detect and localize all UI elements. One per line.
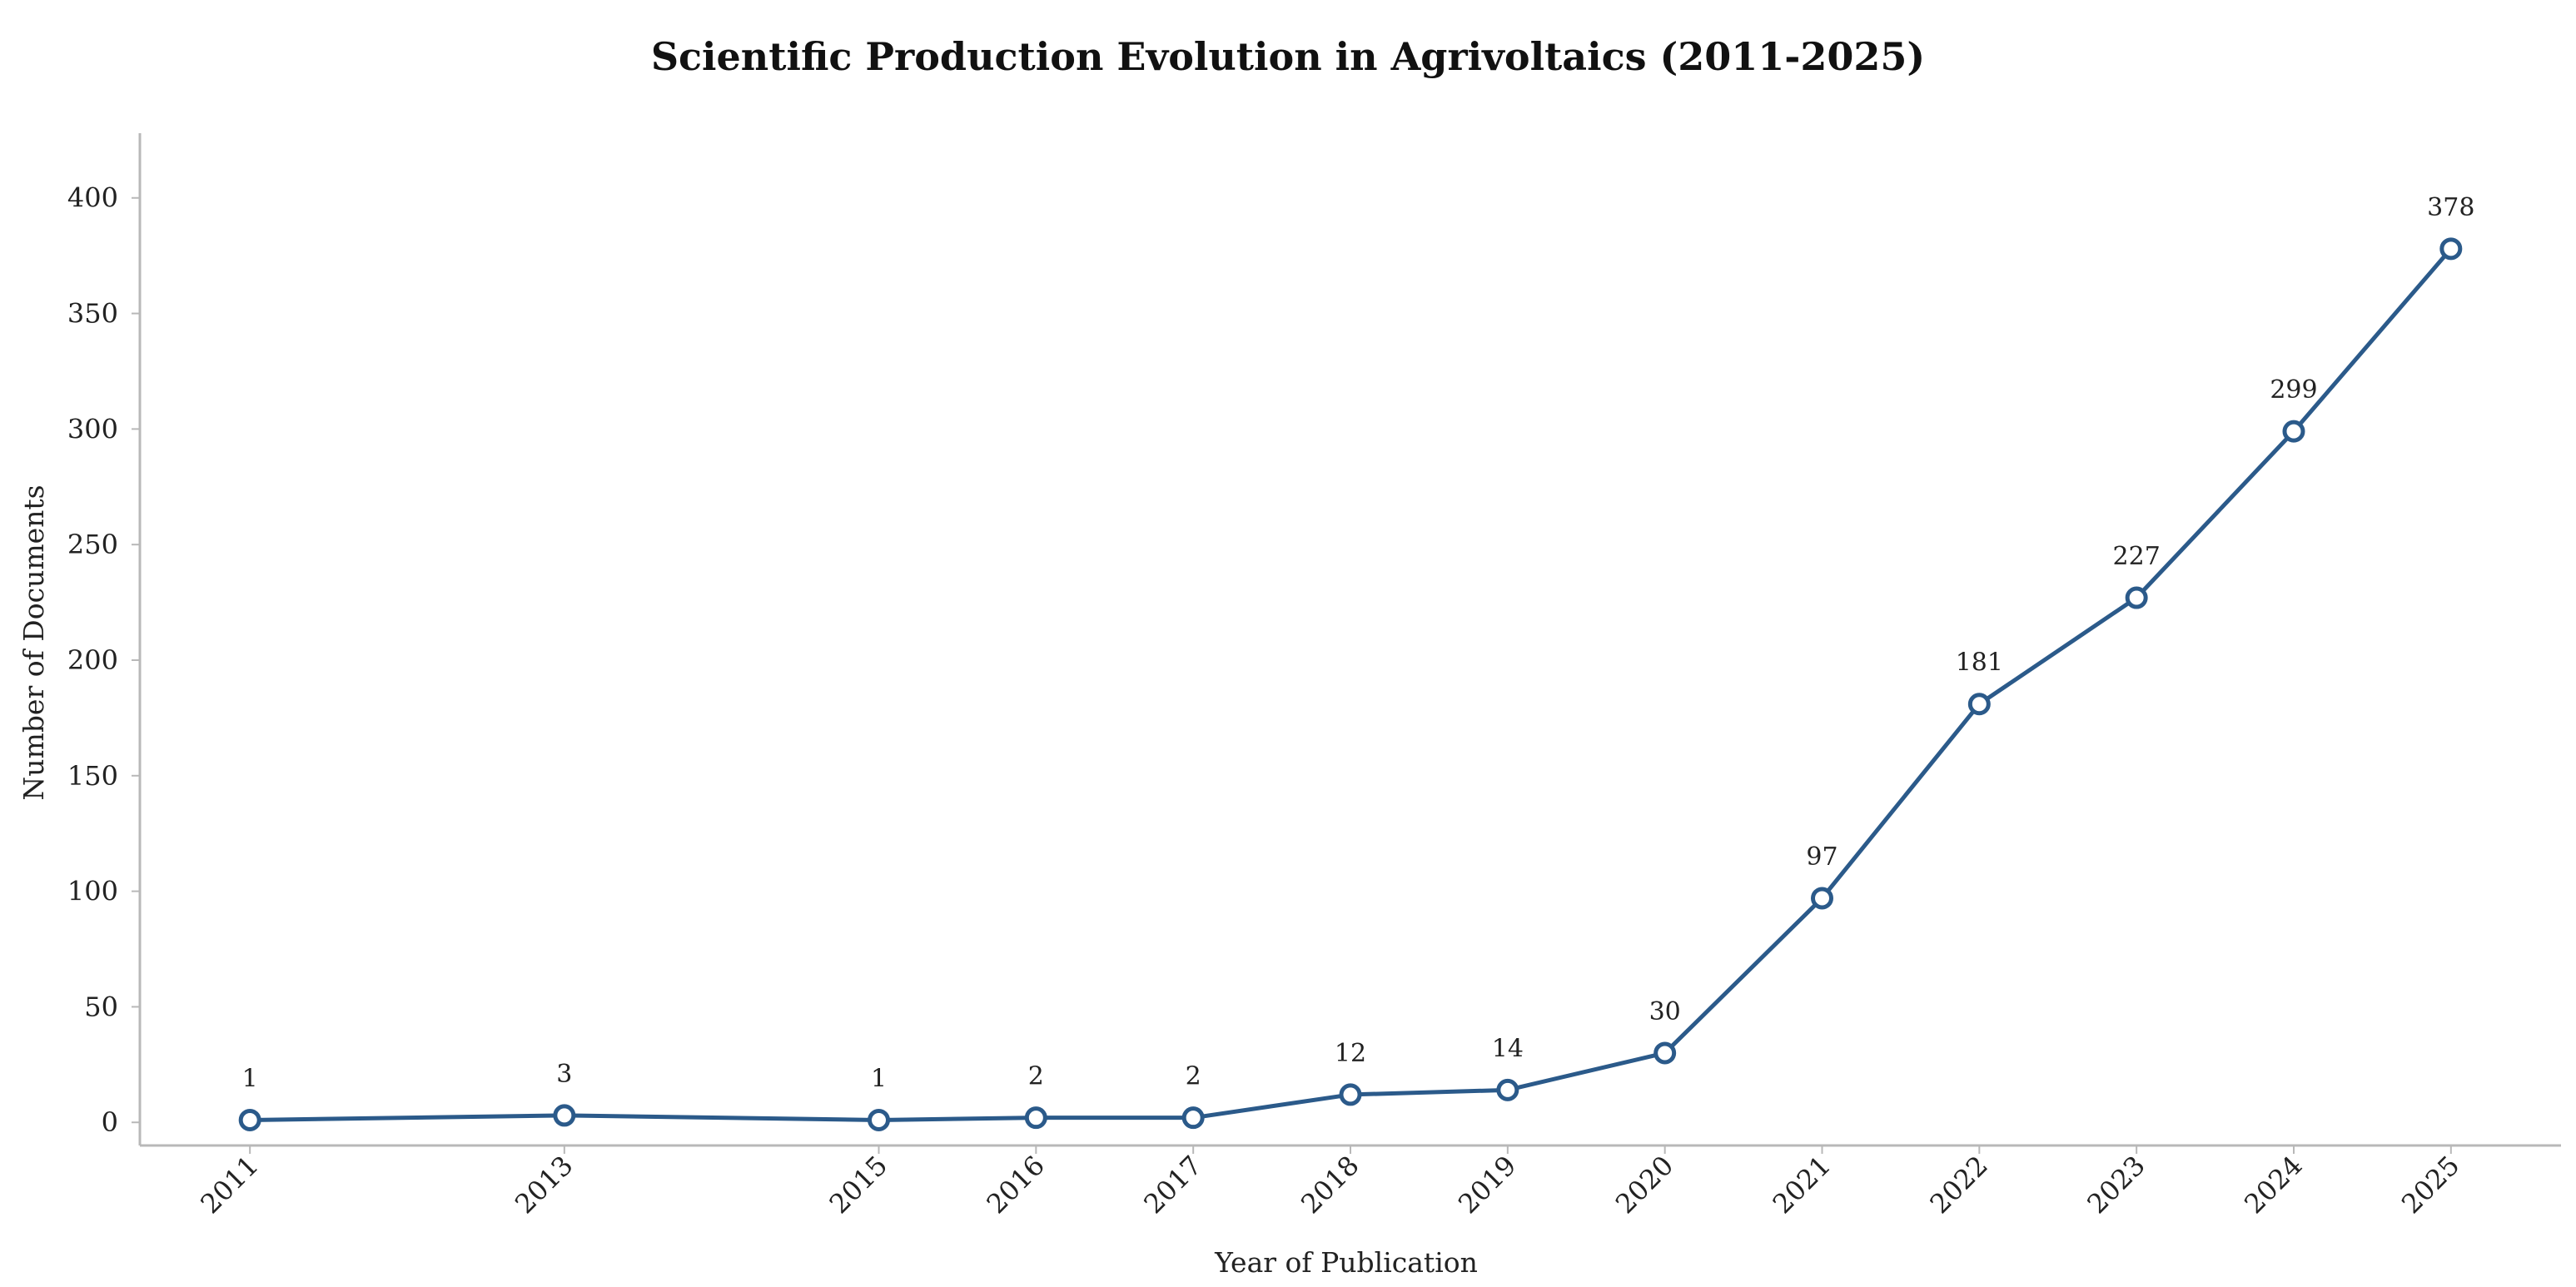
data-point <box>553 1104 576 1127</box>
data-point <box>1810 887 1833 910</box>
data-point <box>1967 693 1991 716</box>
y-tick-label: 50 <box>84 991 118 1022</box>
x-tick-label: 2025 <box>2395 1150 2465 1220</box>
data-label: 181 <box>1956 648 2003 678</box>
data-point <box>1496 1078 1519 1101</box>
x-tick-label: 2024 <box>2238 1150 2308 1220</box>
x-tick-label: 2019 <box>1452 1150 1522 1220</box>
y-axis-label: Number of Documents <box>17 484 50 800</box>
data-point <box>1654 1041 1677 1065</box>
data-label: 2 <box>1186 1062 1201 1091</box>
data-label: 227 <box>2113 542 2161 571</box>
x-tick-label: 2017 <box>1137 1150 1207 1220</box>
data-label: 378 <box>2427 193 2474 222</box>
data-label: 30 <box>1649 997 1681 1026</box>
data-point <box>2282 420 2305 443</box>
data-point <box>868 1108 891 1131</box>
data-point <box>2125 586 2148 609</box>
axes <box>138 133 2561 1147</box>
x-tick-label: 2011 <box>194 1150 264 1220</box>
data-label: 1 <box>242 1064 258 1093</box>
x-tick-label: 2021 <box>1767 1150 1837 1220</box>
y-tick-label: 300 <box>67 413 118 445</box>
y-axis-ticks: 0 50 100 150 200 250 300 350 400 <box>67 182 140 1138</box>
x-tick-label: 2022 <box>1924 1150 1994 1220</box>
x-tick-label: 2020 <box>1609 1150 1679 1220</box>
y-tick-label: 250 <box>67 529 118 560</box>
data-label: 2 <box>1028 1062 1044 1091</box>
x-tick-label: 2018 <box>1295 1150 1365 1220</box>
x-tick-label: 2023 <box>2081 1150 2151 1220</box>
y-tick-label: 200 <box>67 644 118 676</box>
data-label: 1 <box>871 1064 887 1093</box>
data-label: 3 <box>556 1060 572 1089</box>
x-tick-label: 2013 <box>509 1150 579 1220</box>
x-axis-ticks: 2011 2013 2015 2016 2017 2018 2019 2020 2021 2022… <box>194 1145 2465 1220</box>
data-point <box>238 1108 261 1131</box>
x-tick-label: 2016 <box>981 1150 1051 1220</box>
y-tick-label: 100 <box>67 876 118 907</box>
chart-title: Scientific Production Evolution in Agriv… <box>651 34 1925 79</box>
x-tick-label: 2015 <box>823 1150 893 1220</box>
y-tick-label: 150 <box>67 760 118 792</box>
x-axis-label: Year of Publication <box>1214 1246 1478 1279</box>
y-tick-label: 400 <box>67 182 118 214</box>
data-point <box>2439 237 2463 261</box>
y-tick-label: 350 <box>67 298 118 330</box>
series-group <box>238 237 2463 1131</box>
data-point <box>1181 1106 1205 1130</box>
data-label: 14 <box>1492 1034 1524 1063</box>
series-line <box>247 246 2454 1122</box>
data-point <box>1024 1106 1047 1130</box>
data-label: 299 <box>2270 375 2317 405</box>
data-label: 12 <box>1335 1039 1366 1068</box>
y-tick-label: 0 <box>102 1106 118 1138</box>
data-label: 97 <box>1806 842 1838 872</box>
data-point <box>1339 1083 1362 1106</box>
